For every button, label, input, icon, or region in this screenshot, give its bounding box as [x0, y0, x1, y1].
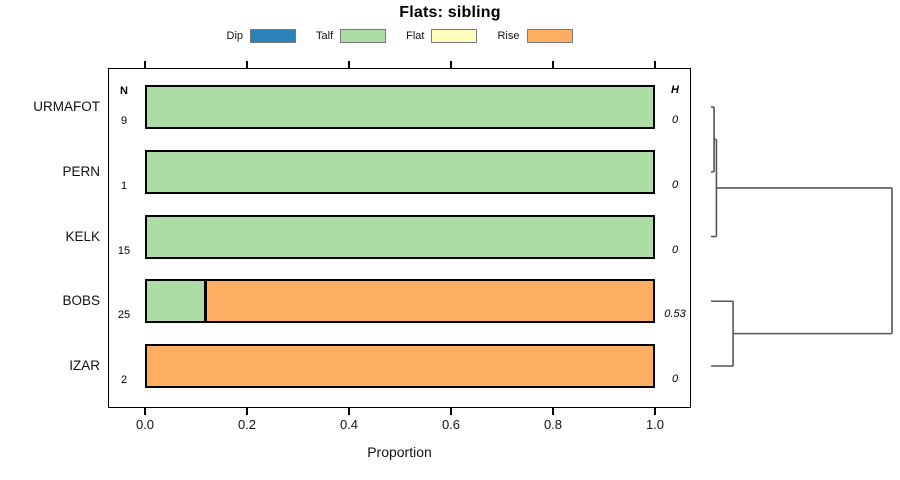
legend-item-dip: Dip	[227, 29, 297, 43]
x-tick-bottom	[348, 408, 350, 415]
n-value: 9	[120, 115, 128, 127]
chart-title: Flats: sibling	[399, 4, 501, 21]
x-tick-top	[552, 61, 554, 68]
n-value: 2	[120, 374, 128, 386]
h-value: 0	[671, 178, 679, 191]
bar-segment-talf	[145, 279, 207, 324]
n-value: 15	[117, 244, 131, 257]
legend-swatch-flat	[431, 29, 478, 43]
x-tick-label: 0.2	[237, 417, 257, 432]
legend-swatch-rise	[526, 29, 573, 43]
legend-swatch-dip	[250, 29, 297, 43]
x-tick-label: 0.8	[543, 417, 563, 432]
x-tick-label: 0.0	[135, 417, 155, 432]
h-value: 0	[671, 373, 679, 385]
bar-segment-rise	[205, 279, 655, 324]
bar-segment-talf	[145, 149, 655, 194]
x-axis-title: Proportion	[367, 444, 432, 460]
x-tick-top	[348, 61, 350, 68]
legend-item-talf: Talf	[316, 29, 387, 43]
x-tick-top	[450, 61, 452, 68]
x-tick-label: 1.0	[645, 417, 665, 432]
row-label-izar: IZAR	[69, 358, 100, 373]
bar-bobs	[145, 279, 655, 324]
bar-urmafot	[145, 85, 655, 129]
row-label-bobs: BOBS	[62, 293, 100, 309]
x-tick-top	[654, 61, 656, 68]
x-tick-label: 0.6	[441, 417, 461, 432]
legend-swatch-talf	[340, 29, 387, 43]
x-tick-label: 0.4	[339, 417, 359, 432]
row-label-pern: PERN	[62, 163, 100, 179]
legend: Dip Talf Flat Rise	[108, 27, 691, 45]
n-value: 25	[117, 309, 131, 322]
h-value: 0	[671, 114, 679, 126]
x-tick-top	[144, 61, 146, 68]
h-column-header: H	[671, 84, 679, 96]
x-tick-bottom	[144, 408, 146, 415]
legend-label: Dip	[226, 30, 244, 42]
x-tick-bottom	[246, 408, 248, 415]
h-value: 0.53	[664, 308, 686, 321]
legend-label: Flat	[406, 30, 425, 42]
row-label-urmafot: URMAFOT	[33, 99, 100, 114]
n-column-header: N	[120, 85, 128, 97]
bar-segment-rise	[145, 344, 655, 388]
plot-border	[108, 68, 691, 408]
n-value: 1	[120, 179, 128, 192]
bar-segment-talf	[145, 214, 655, 259]
bar-izar	[145, 344, 655, 388]
bar-kelk	[145, 214, 655, 259]
legend-item-flat: Flat	[406, 29, 478, 43]
x-tick-bottom	[450, 408, 452, 415]
x-tick-top	[246, 61, 248, 68]
row-label-kelk: KELK	[65, 228, 100, 244]
h-value: 0	[671, 243, 679, 256]
bar-segment-talf	[145, 85, 655, 129]
legend-item-rise: Rise	[497, 29, 573, 43]
x-tick-bottom	[552, 408, 554, 415]
legend-label: Rise	[497, 30, 520, 42]
x-tick-bottom	[654, 408, 656, 415]
legend-label: Talf	[316, 30, 334, 42]
bar-pern	[145, 149, 655, 194]
